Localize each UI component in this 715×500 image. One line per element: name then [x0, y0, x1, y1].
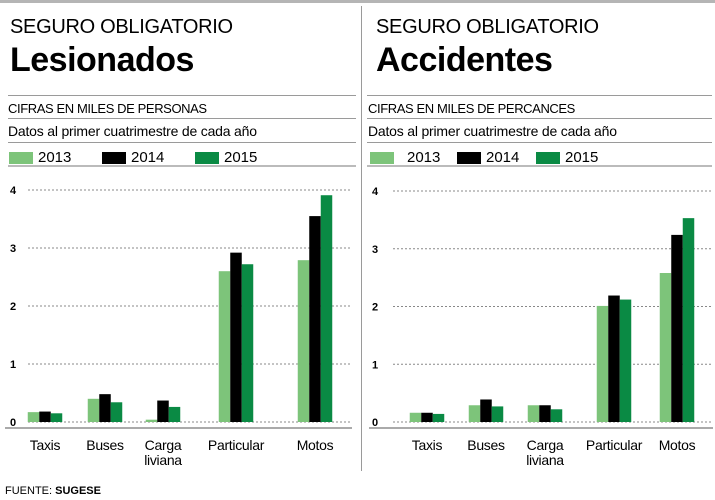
- legend-label: 2013: [407, 149, 441, 166]
- bar-2014-motos: [671, 234, 683, 422]
- bar-2014-buses: [99, 394, 111, 422]
- x-category-label: Buses: [86, 437, 124, 453]
- y-tick-label: 4: [10, 185, 17, 197]
- subtitle-left: CIFRAS EN MILES DE PERSONAS: [8, 101, 207, 116]
- footer-source-name: SUGESE: [55, 485, 101, 497]
- y-tick-label: 4: [372, 186, 379, 198]
- legend-label: 2015: [565, 149, 599, 166]
- y-tick-label: 1: [372, 359, 378, 371]
- bar-2014-carga-liviana: [157, 400, 169, 422]
- x-category-label: Motos: [659, 437, 696, 453]
- x-category-label: liviana: [526, 452, 564, 468]
- bar-2015-taxis: [432, 413, 445, 422]
- bar-2015-motos: [682, 218, 695, 422]
- y-tick-label: 0: [372, 417, 378, 429]
- footer-prefix: FUENTE:: [5, 485, 53, 497]
- x-category-label: Motos: [297, 437, 334, 453]
- y-tick-label: 0: [10, 417, 16, 429]
- note-left: Datos al primer cuatrimestre de cada año: [8, 123, 257, 139]
- y-tick-label: 2: [10, 301, 16, 313]
- divider-line: [367, 165, 712, 167]
- y-tick-label: 2: [372, 302, 378, 314]
- legend-label: 2015: [224, 149, 258, 166]
- note-right: Datos al primer cuatrimestre de cada año: [368, 123, 617, 139]
- divider-line: [367, 95, 712, 96]
- title-right: Accidentes: [376, 41, 553, 79]
- swatch-2015: [536, 151, 560, 164]
- y-tick-label: 1: [10, 359, 16, 371]
- swatch-2014: [102, 151, 126, 164]
- swatch-2015: [195, 151, 219, 164]
- swatch-2014: [457, 151, 481, 164]
- title-left: Lesionados: [10, 41, 194, 79]
- subtitle-right: CIFRAS EN MILES DE PERCANCES: [368, 101, 575, 116]
- bar-2015-carga-liviana: [550, 409, 563, 422]
- swatch-2013: [370, 151, 394, 164]
- divider-line: [8, 142, 356, 143]
- bar-2014-carga-liviana: [539, 405, 551, 422]
- bar-2013-motos: [659, 273, 672, 422]
- bar-2013-particular: [596, 305, 609, 422]
- divider-line: [8, 118, 356, 119]
- bar-2013-particular: [218, 271, 231, 422]
- legend-2015: 2015: [195, 149, 257, 166]
- legend-label: 2013: [38, 149, 72, 166]
- legend-label: 2014: [486, 149, 520, 166]
- bar-2014-taxis: [421, 412, 433, 422]
- x-category-label: Particular: [586, 437, 643, 453]
- bar-2013-motos: [297, 260, 310, 422]
- bar-2013-buses: [87, 398, 100, 422]
- x-category-label: Carga: [145, 437, 182, 453]
- bar-2013-buses: [468, 405, 481, 422]
- bar-2013-carga-liviana: [527, 405, 540, 422]
- divider-line: [8, 95, 356, 96]
- bar-2013-carga-liviana: [145, 419, 158, 422]
- bar-2014-particular: [230, 252, 242, 422]
- bar-2015-carga-liviana: [168, 406, 181, 422]
- divider-line: [367, 142, 712, 143]
- legend-2013: 2013: [9, 149, 71, 166]
- kicker-left: SEGURO OBLIGATORIO: [10, 16, 233, 38]
- legend-label: 2014: [131, 149, 165, 166]
- swatch-2013: [9, 151, 33, 164]
- bar-2015-taxis: [50, 413, 63, 422]
- bar-2015-buses: [110, 402, 123, 422]
- footer-source: FUENTE: SUGESE: [5, 485, 101, 497]
- bar-2015-particular: [619, 299, 632, 422]
- bar-2013-taxis: [409, 412, 422, 422]
- legend-2014: 2014: [102, 149, 164, 166]
- kicker-right: SEGURO OBLIGATORIO: [376, 16, 599, 38]
- bar-2014-motos: [309, 216, 321, 422]
- x-category-label: Taxis: [30, 437, 61, 453]
- bar-2015-particular: [241, 264, 254, 422]
- legend-2014: 2014: [457, 149, 519, 166]
- y-tick-label: 3: [372, 244, 378, 256]
- divider-line: [367, 118, 712, 119]
- divider-line: [8, 165, 356, 167]
- bar-2014-particular: [608, 295, 620, 422]
- bar-2013-taxis: [27, 412, 40, 422]
- x-category-label: Taxis: [412, 437, 443, 453]
- bar-2014-buses: [480, 399, 492, 422]
- x-category-label: Buses: [467, 437, 505, 453]
- bar-2015-motos: [320, 195, 333, 422]
- bar-2014-taxis: [39, 411, 51, 422]
- panel-divider: [361, 6, 362, 471]
- bar-2015-buses: [491, 406, 504, 422]
- legend-2015: 2015: [536, 149, 598, 166]
- legend-2013: 2013: [370, 149, 440, 166]
- y-tick-label: 3: [10, 243, 16, 255]
- x-category-label: Particular: [208, 437, 265, 453]
- x-category-label: liviana: [144, 452, 182, 468]
- x-category-label: Carga: [527, 437, 564, 453]
